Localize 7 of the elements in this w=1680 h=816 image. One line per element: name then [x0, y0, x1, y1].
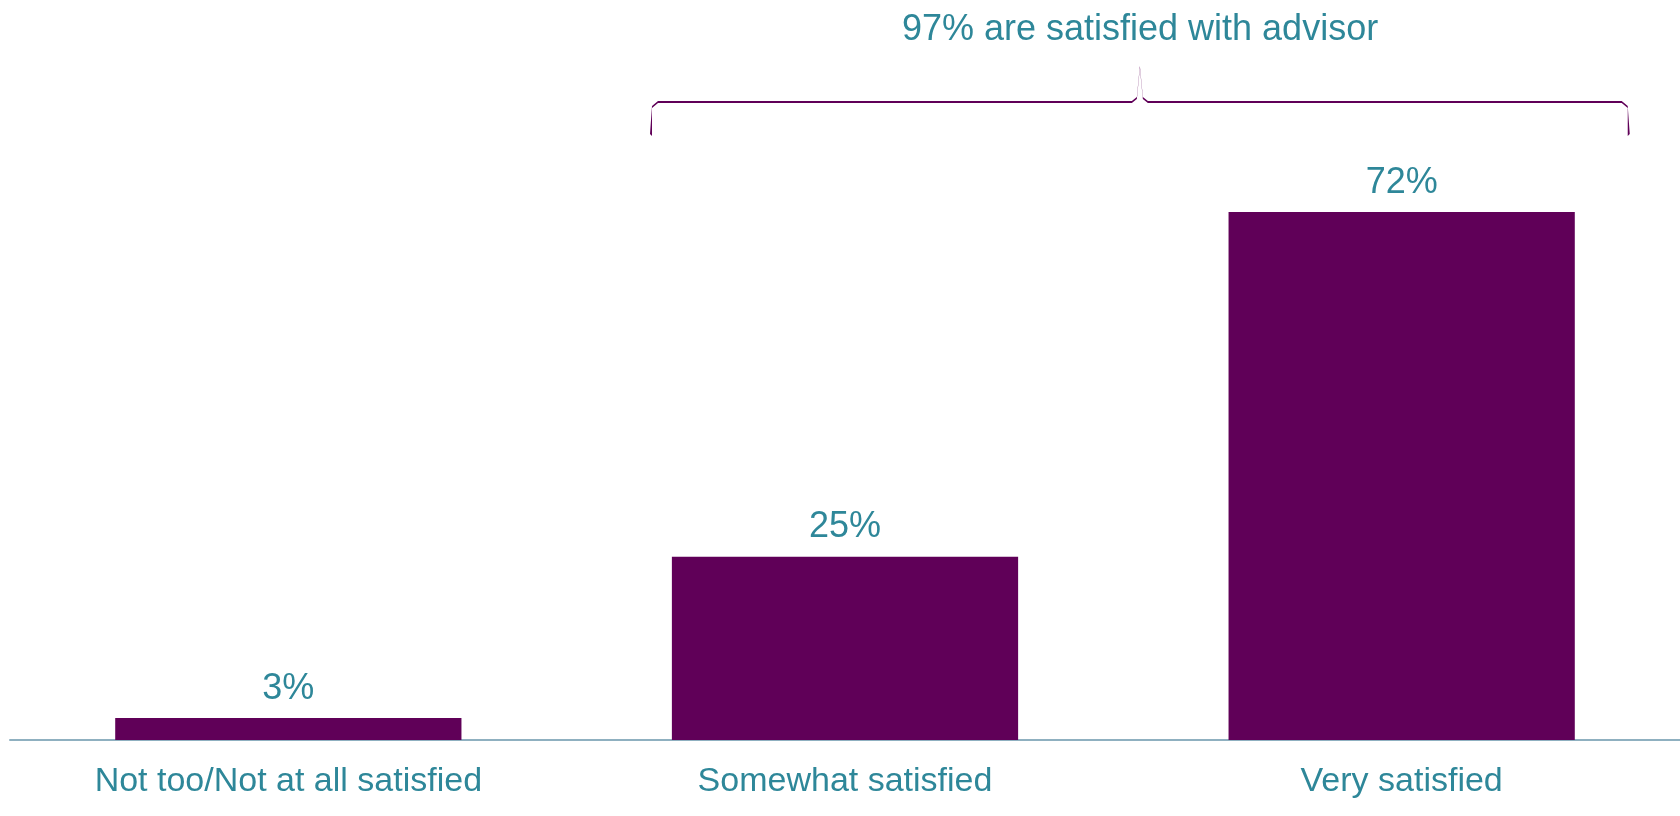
- data-label: 3%: [262, 665, 315, 707]
- text: 97% are satisfied with advisor: [901, 6, 1379, 48]
- x-tick-label: Somewhat satisfied: [697, 760, 993, 798]
- data-label: 72%: [1365, 159, 1438, 201]
- x-tick-label: Very satisfied: [1300, 760, 1503, 798]
- x-tick-label: Not too/Not at all satisfied: [94, 760, 483, 798]
- data-label: 25%: [808, 504, 882, 546]
